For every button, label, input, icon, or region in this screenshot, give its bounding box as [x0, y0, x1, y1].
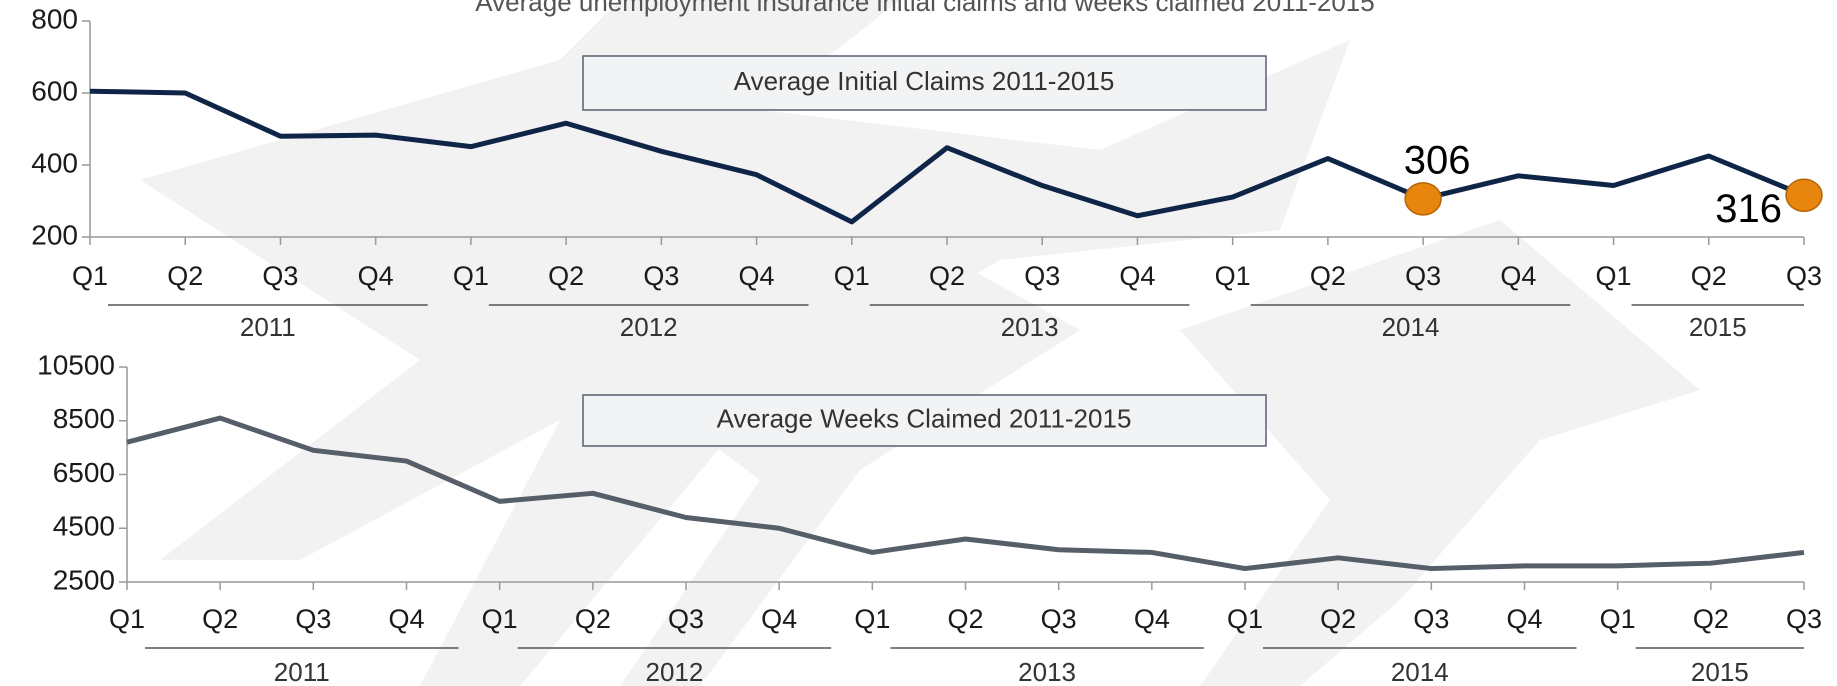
x-tick-label: Q3 — [1024, 261, 1060, 291]
x-tick-label: Q3 — [1041, 604, 1077, 634]
x-tick-label: Q4 — [761, 604, 797, 634]
data-marker — [1405, 183, 1441, 215]
x-tick-label: Q1 — [1600, 604, 1636, 634]
y-tick-label: 800 — [31, 3, 78, 34]
y-tick-label: 2500 — [53, 564, 115, 595]
year-label: 2013 — [1018, 657, 1076, 686]
x-tick-label: Q1 — [1596, 261, 1632, 291]
x-tick-label: Q3 — [1413, 604, 1449, 634]
x-tick-label: Q2 — [947, 604, 983, 634]
y-tick-label: 200 — [31, 219, 78, 250]
x-tick-label: Q1 — [1215, 261, 1251, 291]
y-tick-label: 8500 — [53, 403, 115, 434]
year-label: 2012 — [620, 312, 678, 342]
year-label: 2011 — [274, 657, 330, 686]
x-tick-label: Q1 — [854, 604, 890, 634]
y-tick-label: 4500 — [53, 511, 115, 542]
x-tick-label: Q4 — [358, 261, 394, 291]
data-label: 316 — [1715, 187, 1782, 231]
chart: Average unemployment insurance initial c… — [0, 0, 1837, 686]
x-tick-label: Q2 — [929, 261, 965, 291]
x-tick-label: Q2 — [548, 261, 584, 291]
year-label: 2015 — [1689, 312, 1747, 342]
y-tick-label: 400 — [31, 147, 78, 178]
x-tick-label: Q4 — [739, 261, 775, 291]
y-tick-label: 600 — [31, 75, 78, 106]
x-tick-label: Q1 — [834, 261, 870, 291]
x-tick-label: Q4 — [388, 604, 424, 634]
year-label: 2015 — [1691, 657, 1749, 686]
x-tick-label: Q3 — [643, 261, 679, 291]
y-tick-label: 10500 — [37, 349, 115, 380]
chart-title: Average Weeks Claimed 2011-2015 — [717, 403, 1132, 433]
x-tick-label: Q3 — [295, 604, 331, 634]
year-label: 2013 — [1001, 312, 1059, 342]
x-tick-label: Q2 — [1310, 261, 1346, 291]
year-label: 2011 — [240, 312, 296, 342]
x-tick-label: Q2 — [167, 261, 203, 291]
y-tick-label: 6500 — [53, 457, 115, 488]
x-tick-label: Q4 — [1134, 604, 1170, 634]
chart-title: Average Initial Claims 2011-2015 — [734, 66, 1115, 96]
x-tick-label: Q1 — [1227, 604, 1263, 634]
x-tick-label: Q3 — [1786, 604, 1822, 634]
x-tick-label: Q1 — [482, 604, 518, 634]
year-label: 2014 — [1382, 312, 1440, 342]
data-label: 306 — [1404, 138, 1471, 182]
x-tick-label: Q2 — [1691, 261, 1727, 291]
data-marker — [1786, 179, 1822, 211]
x-tick-label: Q3 — [262, 261, 298, 291]
x-tick-label: Q2 — [202, 604, 238, 634]
year-label: 2014 — [1391, 657, 1449, 686]
x-tick-label: Q2 — [1693, 604, 1729, 634]
x-tick-label: Q3 — [1405, 261, 1441, 291]
x-tick-label: Q4 — [1500, 261, 1536, 291]
year-label: 2012 — [645, 657, 703, 686]
x-tick-label: Q2 — [1320, 604, 1356, 634]
x-tick-label: Q4 — [1119, 261, 1155, 291]
x-tick-label: Q1 — [453, 261, 489, 291]
x-tick-label: Q4 — [1506, 604, 1542, 634]
x-tick-label: Q3 — [1786, 261, 1822, 291]
x-tick-label: Q1 — [72, 261, 108, 291]
x-tick-label: Q1 — [109, 604, 145, 634]
x-tick-label: Q3 — [668, 604, 704, 634]
x-tick-label: Q2 — [575, 604, 611, 634]
page-title: Average unemployment insurance initial c… — [475, 0, 1374, 17]
